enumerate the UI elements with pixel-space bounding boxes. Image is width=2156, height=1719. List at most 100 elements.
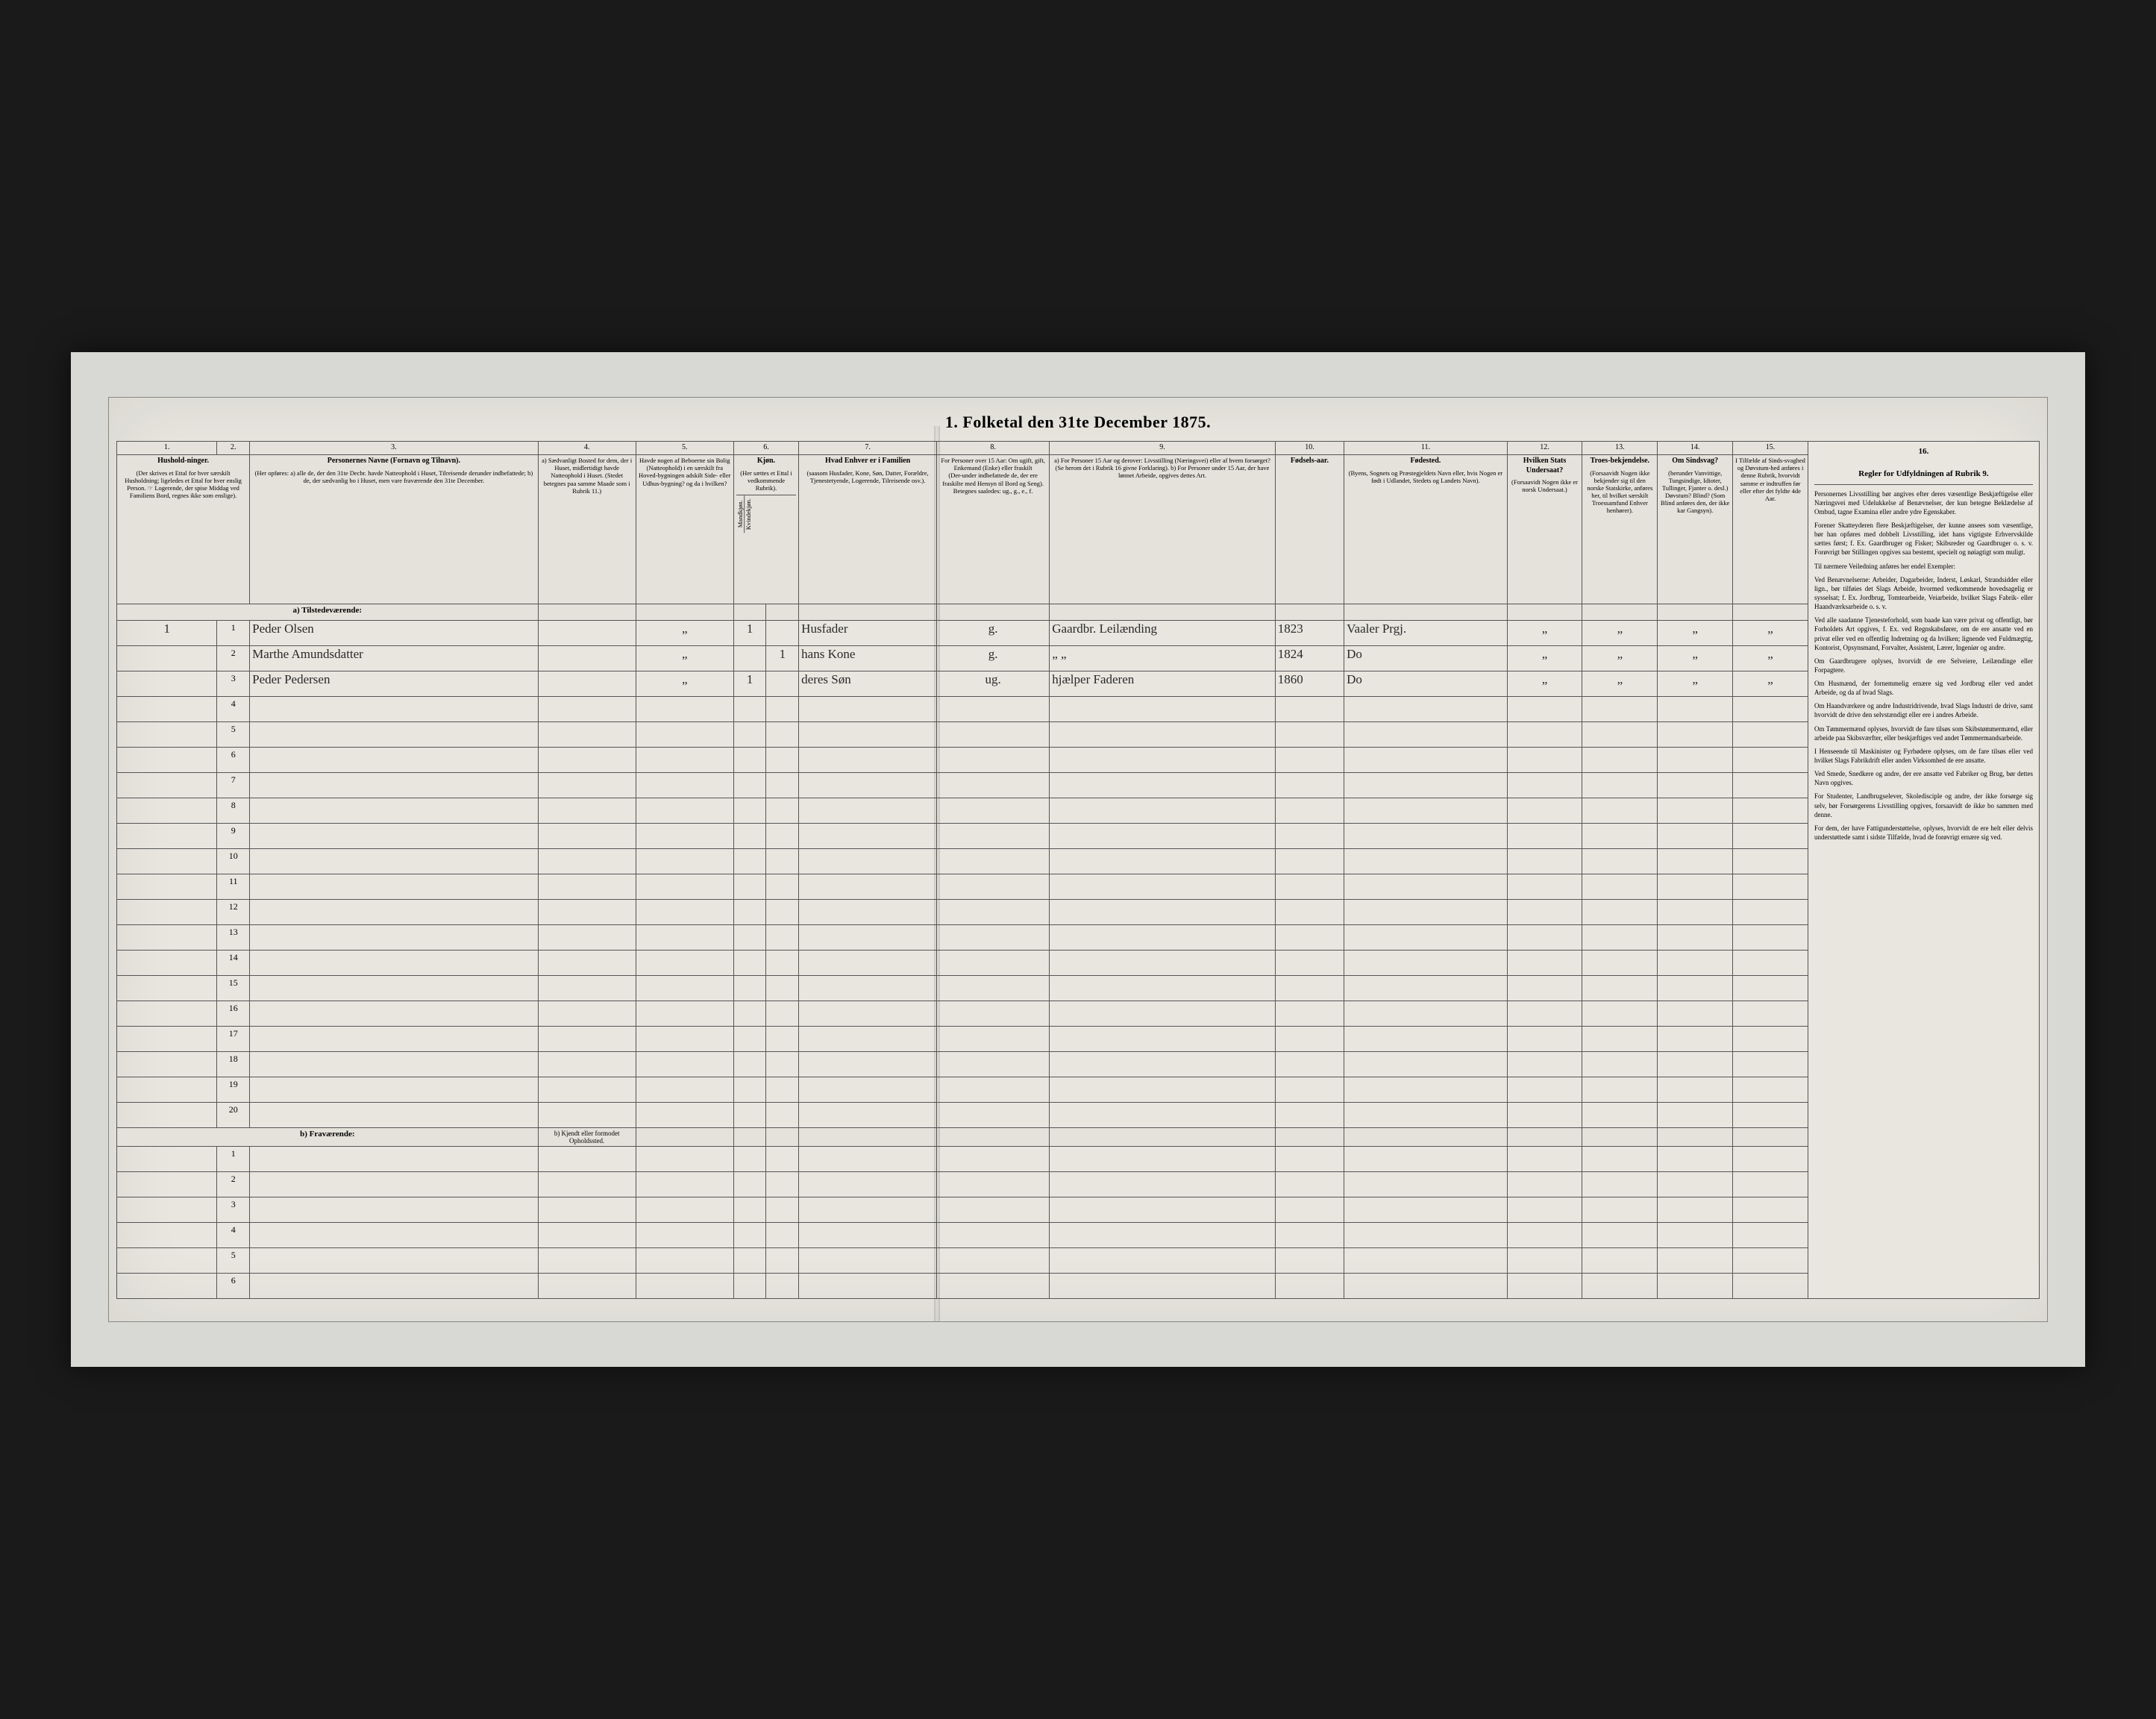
table-row-blank: 14 (117, 951, 1808, 976)
blank-cell (1658, 900, 1733, 925)
table-row-blank: 6 (117, 1274, 1808, 1299)
cell-c15: „ (1733, 646, 1808, 671)
cell-c5: „ (636, 646, 733, 671)
colnum-7: 7. (799, 442, 937, 455)
hdr-8-note: (Der-under indbefattede de, der ere fras… (939, 472, 1047, 495)
blank-cell (250, 1001, 539, 1027)
cell-c12: „ (1507, 646, 1582, 671)
hdr-6-male: Mandkjøn. (736, 495, 745, 533)
section-cell (799, 604, 937, 621)
section-cell (1275, 604, 1344, 621)
table-row: 11Peder Olsen„1Husfaderg.Gaardbr. Leilæn… (117, 621, 1808, 646)
blank-cell (1658, 798, 1733, 824)
instruction-paragraph: For Studenter, Landbrugselever, Skoledis… (1814, 792, 2033, 818)
blank-cell (733, 849, 766, 874)
hdr-14: Om Sindsvag? (herunder Vanvittige, Tungs… (1658, 455, 1733, 604)
blank-cell (1733, 1103, 1808, 1128)
blank-cell (117, 1147, 217, 1172)
blank-cell (1582, 748, 1658, 773)
section-cell (636, 1128, 733, 1147)
table-row-blank: 1 (117, 1147, 1808, 1172)
instruction-paragraph: Ved Benævnelserne: Arbeider, Dagarbeider… (1814, 575, 2033, 612)
blank-cell (1050, 1223, 1275, 1248)
blank-cell (937, 976, 1050, 1001)
section-cell (937, 604, 1050, 621)
blank-cell (937, 874, 1050, 900)
colnum-14: 14. (1658, 442, 1733, 455)
colnum-5: 5. (636, 442, 733, 455)
blank-cell (1050, 1103, 1275, 1128)
table-row-blank: 11 (117, 874, 1808, 900)
blank-cell (1275, 849, 1344, 874)
blank-cell (1275, 1248, 1344, 1274)
cell-hh (117, 646, 217, 671)
blank-cell (937, 900, 1050, 925)
blank-cell (538, 849, 636, 874)
blank-cell (1275, 697, 1344, 722)
table-body: a) Tilstedeværende:11Peder Olsen„1Husfad… (117, 604, 1808, 1299)
blank-cell (766, 1172, 799, 1197)
blank-cell (1275, 824, 1344, 849)
blank-cell (937, 1274, 1050, 1299)
blank-cell (766, 874, 799, 900)
hdr-6-female: Kvindekjøn. (745, 495, 752, 533)
section-cell (1344, 1128, 1507, 1147)
cell-place: Vaaler Prgj. (1344, 621, 1507, 646)
blank-cell (766, 900, 799, 925)
blank-cell: 19 (217, 1077, 250, 1103)
section-cell (1507, 1128, 1582, 1147)
blank-cell (1275, 1147, 1344, 1172)
instruction-paragraph: Om Husmænd, der fornemmelig ernære sig v… (1814, 679, 2033, 697)
hdr-13-title: Troes-bekjendelse. (1585, 457, 1655, 466)
blank-cell (117, 1077, 217, 1103)
blank-cell (1344, 951, 1507, 976)
hdr-10-title: Fødsels-aar. (1278, 457, 1341, 466)
blank-cell (636, 1172, 733, 1197)
blank-cell (1733, 1248, 1808, 1274)
blank-cell (937, 925, 1050, 951)
blank-cell (1344, 1197, 1507, 1223)
blank-cell (733, 1052, 766, 1077)
blank-cell (636, 1147, 733, 1172)
table-row-blank: 3 (117, 1197, 1808, 1223)
blank-cell (733, 1172, 766, 1197)
blank-cell (538, 1172, 636, 1197)
cell-c12: „ (1507, 621, 1582, 646)
blank-cell (1275, 925, 1344, 951)
blank-cell (1050, 824, 1275, 849)
hdr-13: Troes-bekjendelse. (Forsaavidt Nogen ikk… (1582, 455, 1658, 604)
blank-cell (250, 1103, 539, 1128)
blank-cell (1658, 722, 1733, 748)
blank-cell: 16 (217, 1001, 250, 1027)
blank-cell (733, 925, 766, 951)
blank-cell (1733, 1052, 1808, 1077)
blank-cell: 7 (217, 773, 250, 798)
blank-cell (1344, 824, 1507, 849)
cell-occ: Gaardbr. Leilænding (1050, 621, 1275, 646)
blank-cell (733, 1077, 766, 1103)
blank-cell (1050, 900, 1275, 925)
section-cell (1582, 1128, 1658, 1147)
blank-cell (1275, 1027, 1344, 1052)
blank-cell (1344, 976, 1507, 1001)
blank-cell (1050, 748, 1275, 773)
hdr-3: Personernes Navne (Fornavn og Tilnavn). … (250, 455, 539, 604)
blank-cell (1507, 976, 1582, 1001)
cell-c13: „ (1582, 646, 1658, 671)
blank-cell (733, 951, 766, 976)
blank-cell (117, 1103, 217, 1128)
blank-cell (1733, 748, 1808, 773)
blank-cell (636, 697, 733, 722)
blank-cell (1507, 748, 1582, 773)
blank-cell (799, 1172, 937, 1197)
table-head: 1. 2. 3. 4. 5. 6. 7. 8. 9. 10. 11. 12. (117, 442, 1808, 604)
blank-cell (1050, 773, 1275, 798)
blank-cell (1733, 722, 1808, 748)
blank-cell (1658, 1052, 1733, 1077)
blank-cell (1658, 748, 1733, 773)
hdr-8: For Personer over 15 Aar: Om ugift, gift… (937, 455, 1050, 604)
blank-cell (1733, 1197, 1808, 1223)
cell-c5: „ (636, 621, 733, 646)
blank-cell (636, 798, 733, 824)
blank-cell (1344, 1248, 1507, 1274)
